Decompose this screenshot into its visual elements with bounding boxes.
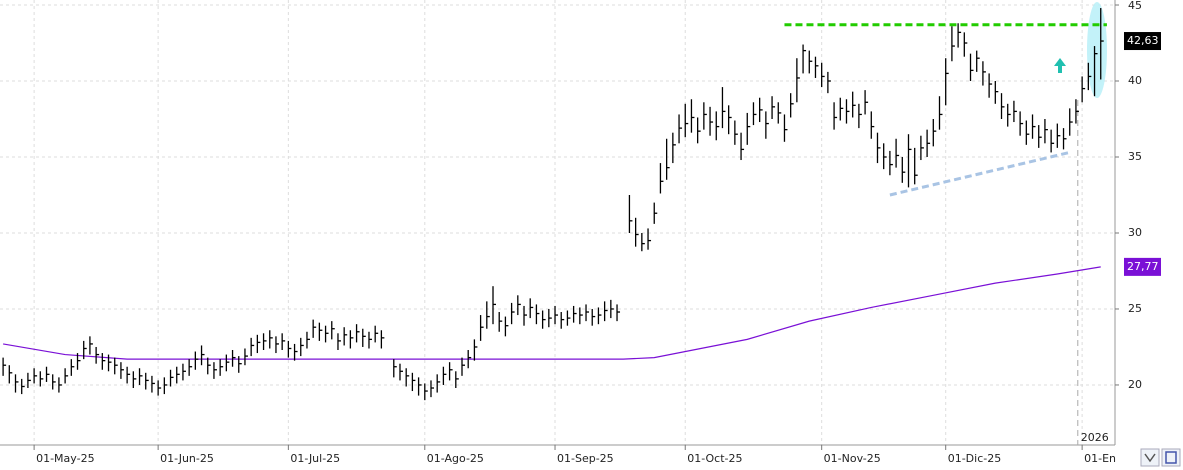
x-tick-label: 01-Sep-25 [557,452,614,465]
y-tick-label: 30 [1128,226,1142,239]
button-icon [1165,451,1177,464]
button[interactable] [1140,448,1160,467]
last-price-box [1124,32,1161,51]
x-tick-label: 01-Oct-25 [687,452,742,465]
last-price-label: 42,63 [1127,34,1159,47]
ma-price-label: 27,77 [1127,260,1159,273]
x-tick-label: 01-Dic-25 [948,452,1002,465]
button-icon [1144,453,1156,463]
x-tick-label: 01-Ago-25 [427,452,484,465]
y-tick-label: 45 [1128,0,1142,12]
x-tick-label: 01-May-25 [36,452,94,465]
y-tick-label: 25 [1128,302,1142,315]
up-arrow [1054,58,1066,73]
y-tick-label: 20 [1128,378,1142,391]
year-label: 2026 [1081,431,1109,444]
x-tick-label: 01-Jun-25 [160,452,214,465]
x-tick-label: 01-Jul-25 [290,452,340,465]
trend-line [889,150,1071,197]
price-bars [2,8,1104,401]
ma-price-box [1124,257,1161,276]
x-tick-label: 01-Nov-25 [824,452,881,465]
y-tick-label: 40 [1128,74,1142,87]
moving-average [2,266,1101,360]
nav-buttons [1140,448,1181,467]
y-tick-label: 35 [1128,150,1142,163]
highlight [1087,2,1107,98]
x-tick-label: 01-En [1084,452,1116,465]
